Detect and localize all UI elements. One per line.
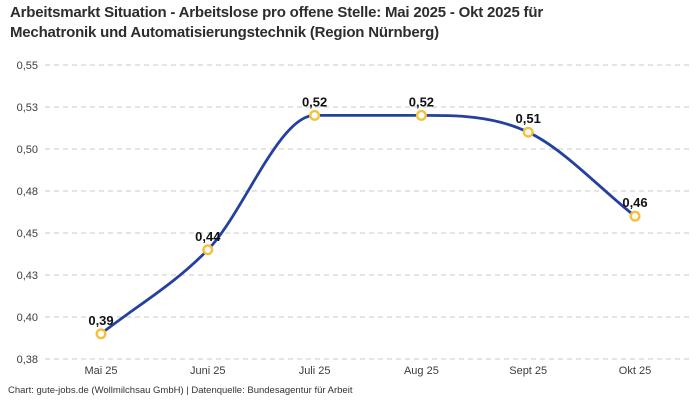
y-axis-tick-label: 0,53 [17,102,38,114]
data-point-marker[interactable] [522,126,534,138]
y-axis-tick-label: 0,48 [17,186,38,198]
data-point-marker[interactable] [309,109,321,121]
x-axis-tick-label: Juni 25 [190,365,225,377]
data-point-marker[interactable] [415,109,427,121]
y-axis-tick-label: 0,40 [17,312,38,324]
y-axis-tick-label: 0,38 [17,354,38,366]
y-axis-tick-label: 0,45 [17,228,38,240]
chart-title: Arbeitsmarkt Situation - Arbeitslose pro… [10,3,694,43]
data-point-label: 0,39 [88,313,113,328]
y-axis-tick-label: 0,43 [17,270,38,282]
chart-title-line1: Arbeitsmarkt Situation - Arbeitslose pro… [10,4,543,21]
data-point-marker[interactable] [95,328,107,340]
x-axis-tick-label: Juli 25 [299,365,331,377]
data-point-marker[interactable] [629,210,641,222]
chart-source-footer: Chart: gute-jobs.de (Wollmilchsau GmbH) … [8,385,353,396]
data-point-label: 0,44 [195,229,221,244]
data-point-label: 0,52 [409,94,434,109]
data-point-marker[interactable] [202,244,214,256]
y-axis-tick-label: 0,50 [17,144,38,156]
series-line [99,113,637,336]
x-axis-tick-label: Sept 25 [509,365,547,377]
chart-title-line2: Mechatronik und Automatisierungstechnik … [10,24,439,41]
data-point-label: 0,46 [622,195,647,210]
data-point-label: 0,51 [516,111,541,126]
x-axis-tick-label: Okt 25 [619,365,651,377]
y-axis-tick-label: 0,55 [17,60,38,72]
data-point-label: 0,52 [302,94,327,109]
x-axis-tick-label: Mai 25 [84,365,117,377]
x-axis-tick-label: Aug 25 [404,365,439,377]
